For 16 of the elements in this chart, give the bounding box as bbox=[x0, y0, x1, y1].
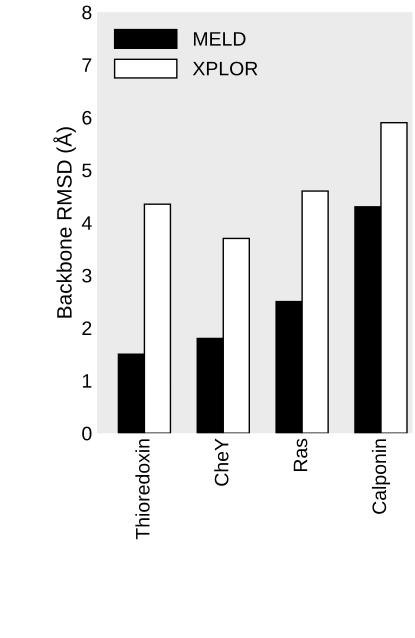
y-tick-label: 4 bbox=[82, 216, 92, 230]
y-tick-label: 2 bbox=[82, 321, 92, 335]
y-tick-label: 6 bbox=[82, 110, 92, 125]
x-tick-label: CheY bbox=[214, 438, 228, 486]
y-axis-title: Backbone RMSD (Å) bbox=[53, 127, 76, 318]
x-tick-label: Ras bbox=[294, 438, 308, 472]
y-tick-label: 5 bbox=[82, 164, 92, 178]
x-tick-label: Thioredoxin bbox=[135, 439, 150, 540]
x-tick-label: Calponin bbox=[372, 439, 390, 514]
y-tick-label: 0 bbox=[82, 426, 92, 440]
legend-label: XPLOR bbox=[192, 62, 258, 76]
y-tick-label: 3 bbox=[82, 268, 92, 283]
y-tick-label: 8 bbox=[82, 6, 92, 20]
legend-label: MELD bbox=[194, 32, 246, 46]
y-tick-label: 7 bbox=[82, 58, 92, 72]
y-tick-label: 1 bbox=[82, 374, 92, 388]
